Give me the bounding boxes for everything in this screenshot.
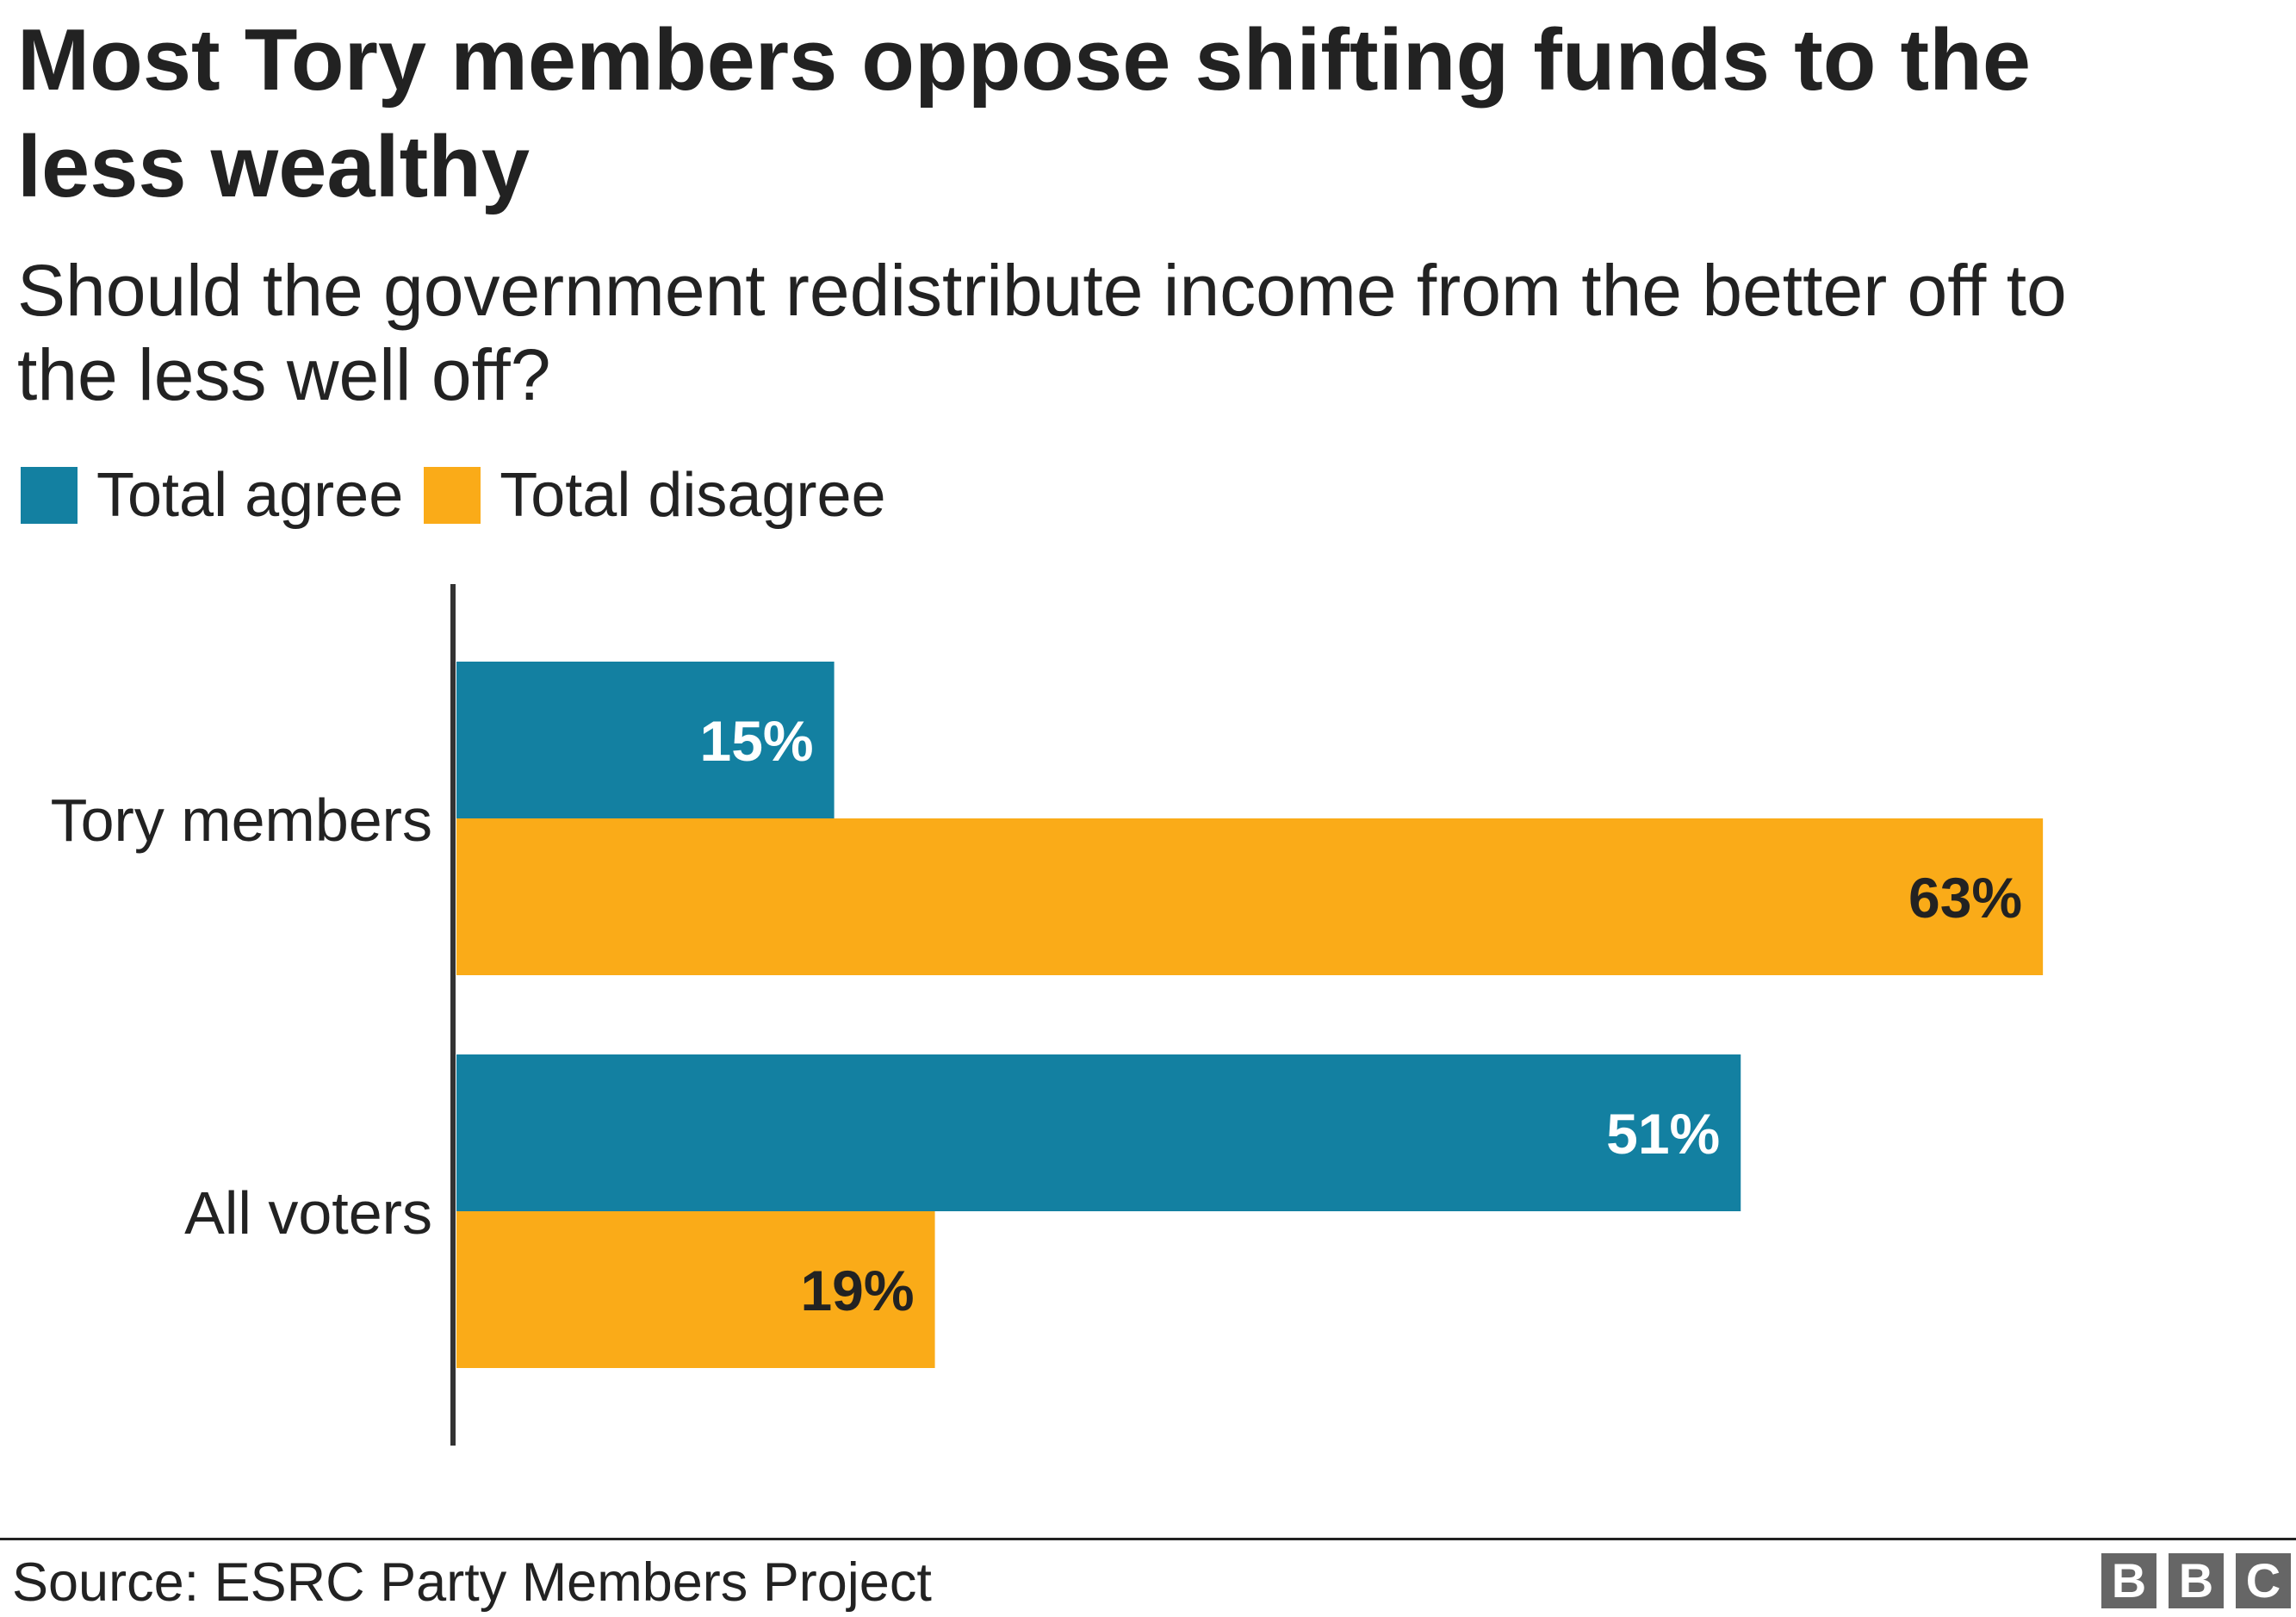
bbc-logo: B B C — [2089, 1553, 2291, 1608]
category-label: All voters — [184, 1179, 432, 1247]
legend: Total agree Total disagree — [21, 461, 907, 530]
legend-item-disagree: Total disagree — [424, 460, 886, 531]
footer-divider — [0, 1538, 2296, 1540]
bbc-logo-letter: B — [2169, 1553, 2224, 1608]
data-label: 15% — [699, 709, 813, 773]
data-label: 51% — [1606, 1102, 1720, 1166]
bar — [456, 1054, 1741, 1211]
chart-title: Most Tory members oppose shifting funds … — [17, 12, 2032, 215]
bar — [456, 1211, 935, 1368]
bbc-logo-letter: C — [2236, 1553, 2291, 1608]
source-note: Source: ESRC Party Members Project — [12, 1552, 932, 1613]
legend-item-agree: Total agree — [21, 460, 403, 531]
data-label: 19% — [800, 1259, 914, 1322]
category-label: Tory members — [51, 787, 432, 854]
bar — [456, 662, 835, 818]
chart-subtitle: Should the government redistribute incom… — [17, 250, 2067, 415]
legend-label-agree: Total agree — [96, 461, 404, 530]
legend-swatch-agree — [21, 467, 78, 524]
data-label: 63% — [1908, 866, 2022, 930]
bar — [456, 818, 2044, 975]
legend-label-disagree: Total disagree — [500, 461, 886, 530]
bbc-logo-letter: B — [2101, 1553, 2156, 1608]
legend-swatch-disagree — [424, 467, 481, 524]
